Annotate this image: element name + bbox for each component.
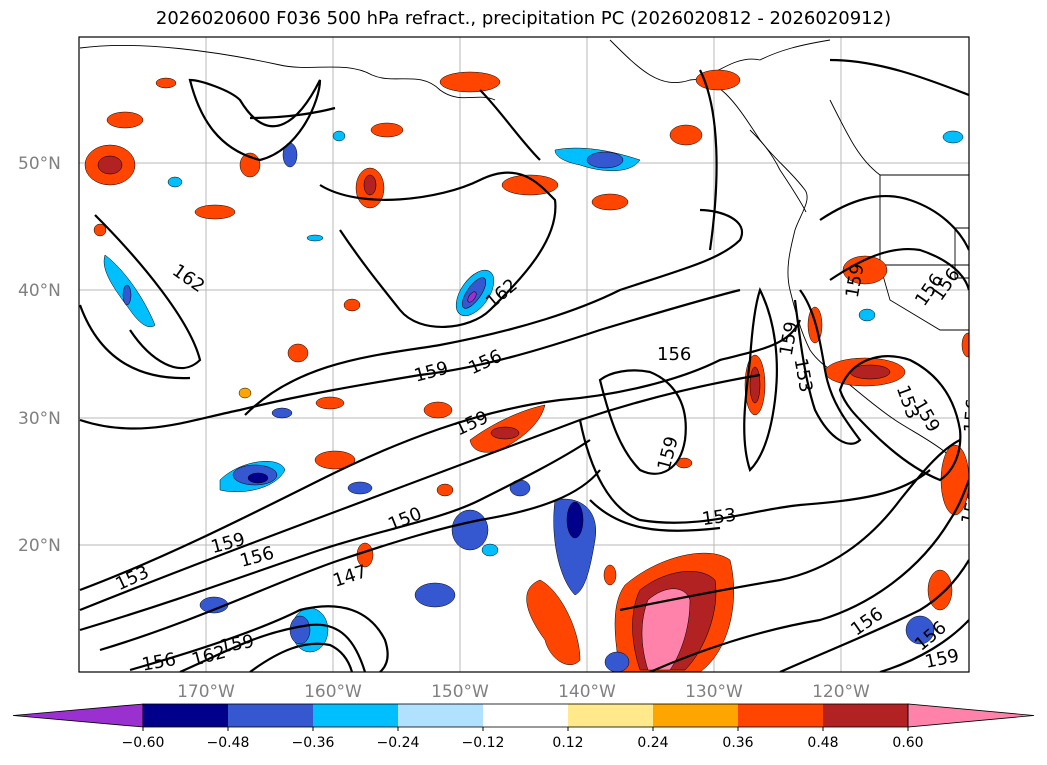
map-border	[78, 36, 970, 673]
lon-label: 160°W	[304, 682, 362, 702]
longitude-labels: 170°W 160°W 150°W 140°W 130°W 120°W	[177, 682, 870, 702]
lat-label: 30°N	[18, 409, 61, 429]
colorbar-tick-label: −0.24	[377, 735, 420, 751]
lon-label: 170°W	[177, 682, 235, 702]
lat-label: 50°N	[18, 154, 61, 174]
contour-label: 153	[701, 505, 738, 531]
latitude-labels: 50°N 40°N 30°N 20°N	[18, 154, 61, 556]
colorbar-tick-label: 0.36	[722, 735, 753, 751]
colorbar-tick-label: 0.24	[637, 735, 668, 751]
colorbar-tick-label: 0.60	[892, 735, 923, 751]
colorbar-tick-label: −0.48	[207, 735, 250, 751]
colorbar-swatch	[823, 704, 908, 727]
colorbar-swatch	[653, 704, 738, 727]
lat-label: 40°N	[18, 281, 61, 301]
colorbar-extend-max	[907, 703, 1035, 728]
refractivity-contours	[79, 58, 969, 672]
contour-label: 156	[140, 649, 177, 676]
colorbar-tick-label: −0.12	[462, 735, 505, 751]
colorbar-tick-label: 0.12	[552, 735, 583, 751]
lon-label: 140°W	[558, 682, 616, 702]
colorbar-swatch	[568, 704, 653, 727]
contour-label: 159	[957, 488, 986, 527]
precipitation-shading	[84, 69, 969, 672]
colorbar-swatch	[313, 704, 398, 727]
lon-label: 150°W	[431, 682, 489, 702]
contour-label: 156	[657, 344, 691, 365]
contour-labels: 162 162 159 156 159 159 156 153 159 156 …	[112, 260, 986, 676]
colorbar: −0.60 −0.48 −0.36 −0.24 −0.12 0.12 0.24 0.36 0.4…	[12, 703, 1035, 751]
colorbar-swatch	[228, 704, 313, 727]
colorbar-outline	[142, 703, 909, 728]
lon-label: 120°W	[812, 682, 870, 702]
colorbar-swatch	[738, 704, 823, 727]
colorbar-tick-label: 0.48	[807, 735, 838, 751]
colorbar-swatch	[398, 704, 483, 727]
map-title: 2026020600 F036 500 hPa refract., precip…	[155, 8, 892, 29]
lon-label: 130°W	[685, 682, 743, 702]
colorbar-tick-label: −0.60	[122, 735, 165, 751]
colorbar-swatch	[143, 704, 228, 727]
colorbar-tick-label: −0.36	[292, 735, 335, 751]
colorbar-swatch	[483, 704, 568, 727]
contour-label: 156	[960, 398, 984, 434]
lat-label: 20°N	[18, 536, 61, 556]
colorbar-extend-min	[12, 703, 144, 728]
